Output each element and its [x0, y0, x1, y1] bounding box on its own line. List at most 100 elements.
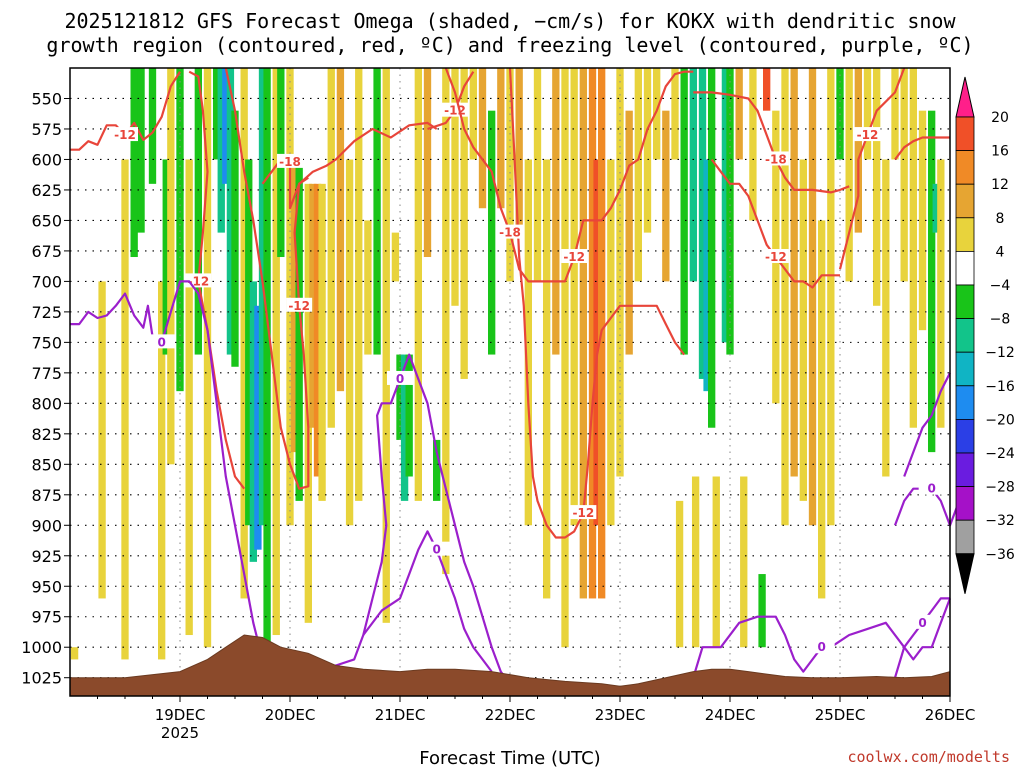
omega-column	[309, 183, 317, 428]
colorbar-label: −12	[985, 345, 1015, 361]
omega-column	[203, 68, 212, 648]
x-axis-label: Forecast Time (UTC)	[419, 748, 600, 768]
omega-column	[749, 68, 757, 221]
omega-column	[763, 68, 771, 111]
freezing-level-contour-label: 0	[157, 335, 165, 349]
omega-column	[226, 68, 235, 355]
omega-column	[185, 159, 193, 636]
omega-column	[272, 68, 280, 636]
omega-column	[488, 110, 496, 355]
colorbar-label: −32	[985, 513, 1015, 529]
omega-column	[98, 281, 106, 599]
colorbar-box	[955, 116, 975, 151]
colorbar-box	[955, 284, 975, 319]
dendritic-contour-label-bg	[442, 102, 468, 117]
omega-column	[364, 220, 372, 355]
x-tick-label: 22DEC	[485, 706, 536, 724]
terrain-layer	[69, 634, 951, 697]
colorbar-label: 20	[991, 110, 1009, 126]
omega-column	[680, 68, 688, 355]
omega-column	[240, 68, 248, 599]
colorbar-label: −24	[985, 446, 1015, 462]
y-tick-label: 675	[31, 242, 62, 261]
omega-column	[827, 68, 835, 526]
omega-column	[478, 68, 487, 209]
x-tick-label: 20DEC	[265, 706, 316, 724]
colorbar-box	[955, 486, 975, 521]
omega-column	[254, 305, 262, 550]
chart-title-line1: 2025121812 GFS Forecast Omega (shaded, −…	[64, 9, 956, 33]
colorbar: 20 16 12 8 4 −4 −8 −12 −16 −20 −24 −28 −32 −36	[955, 76, 1015, 594]
omega-column	[721, 68, 730, 343]
freezing-level-contour-label-bg	[808, 639, 835, 654]
omega-column	[423, 68, 432, 258]
omega-column	[689, 68, 697, 282]
dendritic-contour	[224, 67, 438, 490]
omega-column	[928, 110, 936, 453]
freezing-level-contour-label-bg	[918, 480, 945, 495]
freezing-level-contour	[252, 353, 511, 685]
omega-column	[515, 68, 523, 233]
dendritic-contour	[838, 67, 906, 270]
x-tick-label: 25DEC	[815, 706, 866, 724]
colorbar-label: −28	[985, 480, 1015, 496]
dendritic-contour-label: -18	[499, 226, 521, 240]
dendritic-contour-label: -12	[857, 128, 879, 142]
y-tick-label: 900	[31, 516, 62, 535]
y-tick-label: 700	[31, 272, 62, 291]
colorbar-box	[955, 418, 975, 454]
omega-column	[937, 159, 945, 428]
y-axis-ticks: 550 575 600 625 650 675 700 725 750 775 800 825 850 8…	[21, 89, 70, 688]
omega-column	[137, 68, 145, 233]
omega-column	[818, 220, 826, 599]
freezing-level-contour-label-bg	[423, 541, 450, 556]
dendritic-contour-label-bg	[854, 127, 881, 142]
freezing-level-contour-label: 0	[432, 543, 440, 557]
omega-column	[217, 68, 225, 233]
credit-link[interactable]: coolwx.com/modelts	[847, 748, 1010, 766]
freezing-level-contour-label-bg	[148, 334, 175, 349]
omega-column	[561, 68, 569, 648]
y-tick-label: 825	[31, 425, 62, 444]
dendritic-contour-label-bg	[570, 505, 597, 520]
x-tick-sublabel: 2025	[161, 724, 199, 742]
x-tick-label: 24DEC	[705, 706, 756, 724]
colorbar-box	[955, 318, 975, 353]
omega-column	[222, 68, 230, 184]
omega-column	[712, 476, 720, 648]
x-tick-label: 26DEC	[925, 706, 976, 724]
omega-column	[708, 68, 716, 428]
colorbar-box	[955, 250, 975, 286]
omega-column	[593, 159, 601, 526]
omega-column	[662, 110, 670, 282]
y-tick-label: 975	[31, 608, 62, 627]
y-tick-label: 850	[31, 455, 62, 474]
y-tick-label: 600	[31, 150, 62, 169]
colorbar-box	[955, 385, 975, 420]
omega-column	[433, 439, 441, 501]
omega-column	[345, 159, 354, 526]
omega-column	[543, 159, 551, 599]
chart-title-line2: growth region (contoured, red, ºC) and f…	[46, 33, 973, 57]
omega-column	[616, 68, 624, 477]
dendritic-contour-label-bg	[286, 297, 313, 312]
omega-column	[758, 574, 766, 648]
freezing-level-contour-label: 0	[396, 372, 404, 386]
dendritic-contour-label: -12	[765, 250, 787, 264]
omega-column	[194, 68, 202, 355]
dendritic-contour-label: -12	[572, 506, 594, 520]
y-tick-label: 750	[31, 333, 62, 352]
omega-column	[318, 183, 326, 501]
dendritic-contour-label: -12	[114, 128, 136, 142]
omega-column	[570, 68, 578, 526]
colorbar-box	[955, 452, 975, 487]
omega-column	[391, 232, 400, 282]
omega-column	[414, 68, 422, 501]
freezing-level-contour	[903, 372, 951, 477]
omega-column	[245, 159, 253, 526]
colorbar-label: 12	[991, 177, 1009, 193]
omega-column	[460, 68, 468, 379]
colorbar-label: 4	[996, 244, 1005, 260]
omega-column	[625, 110, 633, 355]
